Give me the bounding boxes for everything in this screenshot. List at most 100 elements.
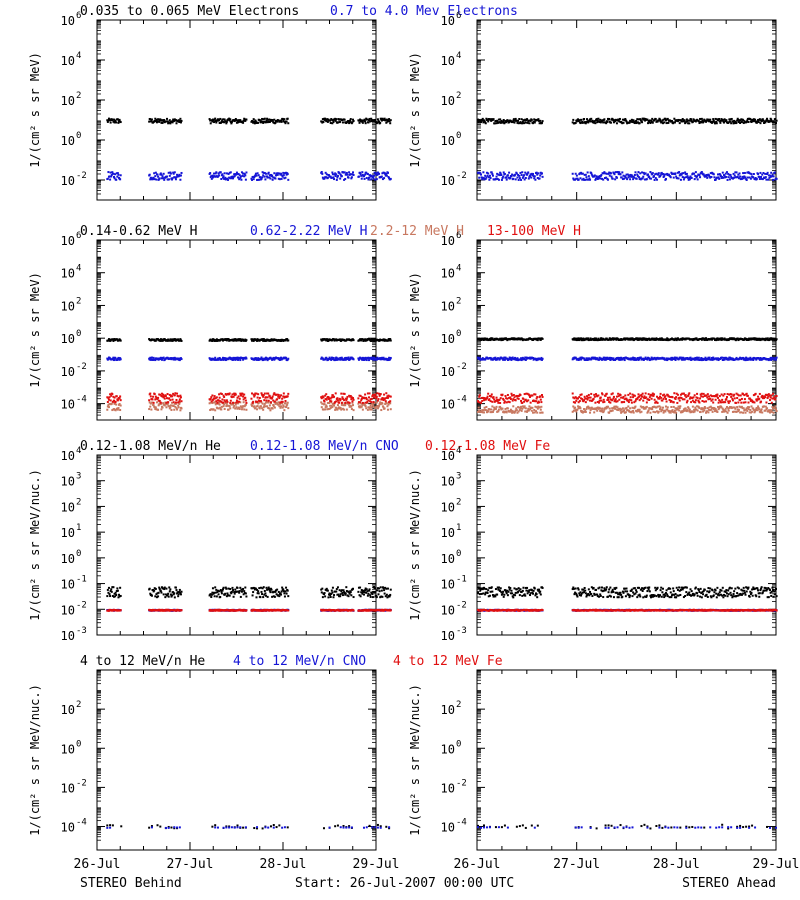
data-point: [361, 401, 364, 404]
data-point: [119, 399, 122, 402]
data-point: [375, 358, 378, 361]
data-point: [238, 178, 241, 181]
data-point: [629, 338, 632, 341]
data-point: [605, 172, 608, 175]
data-point: [262, 171, 265, 174]
data-point: [259, 405, 262, 408]
data-point: [364, 173, 367, 176]
y-tick-label: 10: [441, 299, 455, 313]
data-point: [644, 172, 647, 175]
data-point: [149, 392, 152, 395]
data-point: [158, 399, 161, 402]
data-point: [712, 356, 715, 359]
data-point: [606, 178, 609, 181]
data-point: [669, 358, 672, 361]
data-point: [366, 401, 369, 404]
data-point: [769, 356, 772, 359]
data-point: [721, 119, 724, 122]
data-point: [530, 409, 533, 412]
data-point: [535, 410, 538, 413]
data-point: [115, 178, 118, 181]
data-point: [376, 118, 379, 121]
data-point: [499, 357, 502, 360]
data-point: [352, 397, 355, 400]
data-point: [251, 339, 254, 342]
data-point: [112, 408, 115, 411]
data-point: [261, 117, 264, 120]
data-point: [502, 410, 505, 413]
data-point: [617, 118, 620, 121]
data-point: [240, 178, 243, 181]
data-point: [171, 338, 174, 341]
data-point: [264, 356, 267, 359]
data-point: [261, 338, 264, 341]
data-point: [281, 397, 284, 400]
data-point: [669, 410, 672, 413]
data-point: [277, 357, 280, 360]
data-point: [262, 406, 265, 409]
data-point: [349, 118, 352, 121]
data-point: [106, 357, 109, 360]
data-point: [605, 122, 608, 125]
data-point: [262, 408, 265, 411]
data-point: [107, 357, 110, 360]
data-point: [655, 406, 658, 409]
data-point: [626, 178, 629, 181]
data-point: [618, 407, 621, 410]
data-point: [612, 172, 615, 175]
data-point: [252, 339, 255, 342]
data-point: [119, 358, 122, 361]
data-point: [168, 397, 171, 400]
data-point: [519, 171, 522, 174]
data-point: [682, 409, 685, 412]
data-point: [370, 338, 373, 341]
data-point: [490, 411, 493, 414]
data-point: [636, 357, 639, 360]
data-point: [610, 175, 613, 178]
data-point: [638, 358, 641, 361]
data-point: [539, 338, 542, 341]
data-point: [110, 402, 113, 405]
data-point: [647, 410, 650, 413]
data-point: [581, 337, 584, 340]
data-point: [755, 358, 758, 361]
data-point: [746, 357, 749, 360]
data-point: [586, 358, 589, 361]
data-point: [264, 172, 267, 175]
data-point: [735, 171, 738, 174]
data-point: [217, 172, 220, 175]
data-point: [112, 399, 115, 402]
data-point: [674, 407, 677, 410]
data-point: [359, 394, 362, 397]
data-point: [731, 177, 734, 180]
data-point: [228, 117, 231, 120]
data-point: [760, 175, 763, 178]
data-point: [674, 359, 677, 362]
data-point: [587, 358, 590, 361]
data-point: [477, 406, 480, 409]
data-point: [154, 117, 157, 120]
data-point: [277, 119, 280, 122]
data-point: [619, 173, 622, 176]
data-point: [721, 176, 724, 179]
data-point: [357, 358, 360, 361]
data-point: [274, 121, 277, 124]
data-point: [148, 401, 151, 404]
data-point: [320, 397, 323, 400]
data-point: [165, 120, 168, 123]
data-point: [169, 406, 172, 409]
data-point: [498, 358, 501, 361]
data-point: [540, 121, 543, 124]
data-point: [385, 121, 388, 124]
data-point: [713, 121, 716, 124]
data-point: [159, 393, 162, 396]
data-point: [338, 172, 341, 175]
data-point: [166, 117, 169, 120]
data-point: [162, 172, 165, 175]
data-point: [174, 402, 177, 405]
data-point: [699, 176, 702, 179]
data-point: [602, 172, 605, 175]
data-point: [379, 403, 382, 406]
data-point: [621, 178, 624, 181]
data-point: [286, 403, 289, 406]
